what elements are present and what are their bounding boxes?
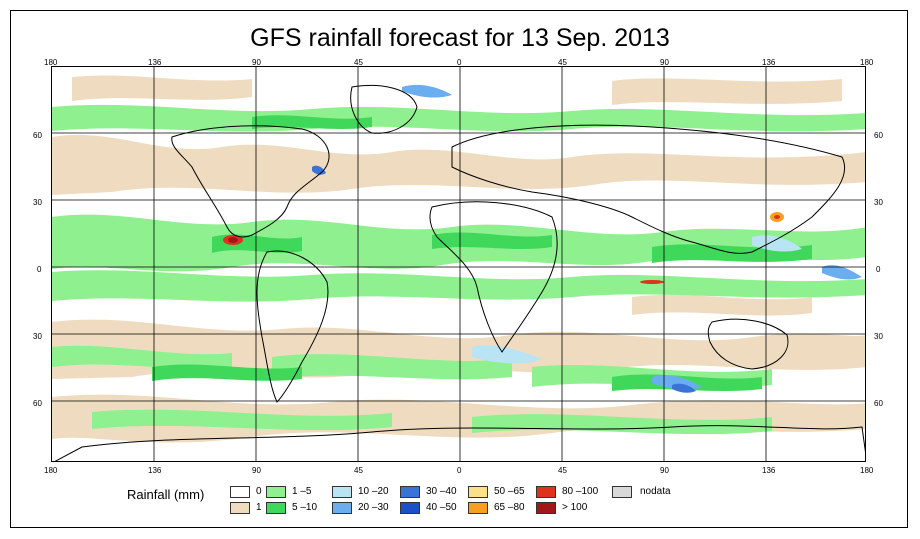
legend-swatch-3 <box>266 502 286 514</box>
lon-tick-top-9: 180 <box>860 58 874 67</box>
rain-band-30-40mm <box>312 165 696 393</box>
rain-band-10-20mm <box>472 235 802 364</box>
lon-tick-top-4: 45 <box>354 58 363 67</box>
lat-tick-left-4: 30 <box>33 332 42 341</box>
lon-tick-bottom-1: 180 <box>44 466 58 475</box>
legend-label-12: nodata <box>640 486 671 497</box>
lon-tick-top-3: 90 <box>252 58 261 67</box>
lon-tick-bottom-9: 180 <box>860 466 874 475</box>
lat-tick-right-1: 60 <box>874 131 883 140</box>
heavy-rain-spots <box>223 212 784 284</box>
lat-tick-left-2: 30 <box>33 198 42 207</box>
lon-tick-bottom-5: 0 <box>457 466 462 475</box>
legend-label-4: 10 –20 <box>358 486 389 497</box>
legend-label-11: > 100 <box>562 502 588 513</box>
legend-swatch-1 <box>230 502 250 514</box>
legend-swatch-8 <box>468 486 488 498</box>
rain-band-20-30mm <box>402 84 862 390</box>
lon-tick-top-5: 0 <box>457 58 462 67</box>
legend-label-0: 0 <box>256 486 262 497</box>
legend-label-9: 65 –80 <box>494 502 525 513</box>
figure-frame <box>10 10 908 528</box>
legend-label-10: 80 –100 <box>562 486 599 497</box>
lon-tick-bottom-3: 90 <box>252 466 261 475</box>
lon-tick-top-8: 136 <box>762 58 776 67</box>
legend-swatch-12 <box>612 486 632 498</box>
legend-swatch-10 <box>536 486 556 498</box>
lat-tick-left-3: 0 <box>37 265 42 274</box>
lon-tick-bottom-6: 45 <box>558 466 567 475</box>
coastlines <box>54 84 865 461</box>
legend-swatch-0 <box>230 486 250 498</box>
legend-swatch-7 <box>400 502 420 514</box>
lon-tick-bottom-7: 90 <box>660 466 669 475</box>
lon-tick-top-6: 45 <box>558 58 567 67</box>
lon-tick-bottom-8: 136 <box>762 466 776 475</box>
lon-tick-bottom-4: 45 <box>354 466 363 475</box>
lat-tick-right-4: 30 <box>874 332 883 341</box>
legend-swatch-2 <box>266 486 286 498</box>
legend-swatch-11 <box>536 502 556 514</box>
map-title: GFS rainfall forecast for 13 Sep. 2013 <box>250 24 670 52</box>
lon-tick-top-7: 90 <box>660 58 669 67</box>
lat-tick-left-5: 60 <box>33 399 42 408</box>
lat-tick-right-2: 30 <box>874 198 883 207</box>
lon-tick-top-1: 180 <box>44 58 58 67</box>
lon-tick-bottom-2: 136 <box>148 466 162 475</box>
legend-label-1: 1 <box>256 502 262 513</box>
lat-tick-right-5: 60 <box>874 399 883 408</box>
lon-tick-top-2: 136 <box>148 58 162 67</box>
legend-swatch-9 <box>468 502 488 514</box>
legend-label-6: 30 –40 <box>426 486 457 497</box>
rainfall-map <box>51 66 866 462</box>
legend-label-2: 1 –5 <box>292 486 312 497</box>
lat-tick-left-1: 60 <box>33 131 42 140</box>
legend-swatch-6 <box>400 486 420 498</box>
legend-label-3: 5 –10 <box>292 502 318 513</box>
legend-swatch-4 <box>332 486 352 498</box>
legend-title: Rainfall (mm) <box>127 487 205 502</box>
legend-label-5: 20 –30 <box>358 502 389 513</box>
legend-label-7: 40 –50 <box>426 502 457 513</box>
legend-swatch-5 <box>332 502 352 514</box>
lat-tick-right-3: 0 <box>876 265 881 274</box>
legend-label-8: 50 –65 <box>494 486 525 497</box>
graticule <box>52 67 865 461</box>
rainfall-map-svg <box>52 67 865 461</box>
